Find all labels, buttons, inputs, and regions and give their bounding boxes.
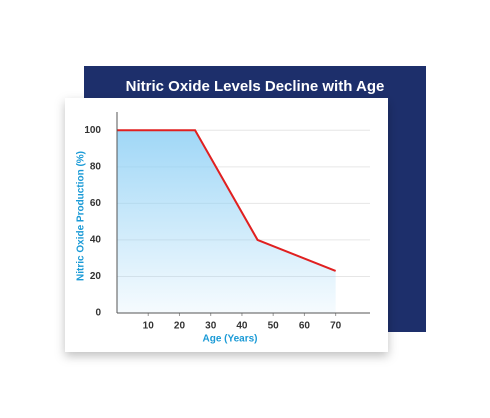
y-tick-label: 20 [90,271,102,282]
area-fill [117,130,336,313]
y-tick-label: 0 [95,308,101,319]
y-tick-label: 80 [90,161,102,172]
x-axis-label: Age (Years) [202,334,257,345]
x-tick-label: 40 [236,321,248,332]
y-tick-label: 40 [90,235,102,246]
y-tick-label: 100 [84,125,101,136]
x-tick-label: 70 [330,321,342,332]
x-tick-label: 20 [174,321,186,332]
x-tick-label: 10 [143,321,155,332]
x-tick-label: 50 [268,321,280,332]
y-axis-label: Nitric Oxide Production (%) [76,151,87,281]
x-tick-label: 30 [205,321,217,332]
x-tick-label: 60 [299,321,311,332]
data-line [117,129,337,272]
chart-title: Nitric Oxide Levels Decline with Age [126,78,385,95]
y-tick-label: 60 [90,198,102,209]
